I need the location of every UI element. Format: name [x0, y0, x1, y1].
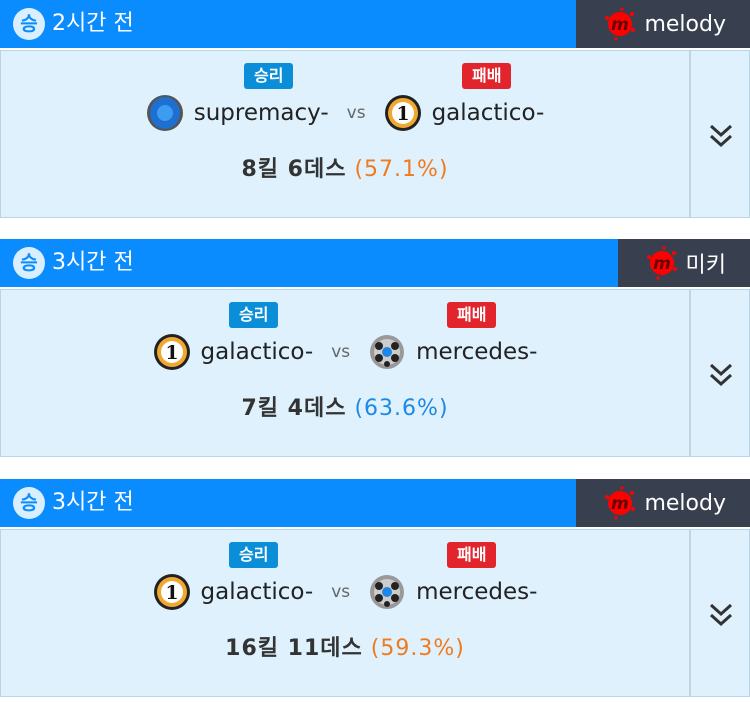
match-card: 승 3시간 전 m melody 승리 패배 1 galactico- vs m… — [0, 479, 750, 698]
chevron-double-down-icon — [709, 124, 733, 148]
team1-logo-icon: 1 — [153, 573, 191, 611]
vs-label: vs — [331, 342, 351, 362]
match-time: 3시간 전 — [52, 490, 134, 515]
win-badge: 승리 — [229, 302, 279, 328]
match-header: 승 2시간 전 m melody — [0, 0, 750, 48]
melody-logo-icon: m — [605, 486, 636, 520]
team2-logo-icon — [368, 573, 406, 611]
match-header: 승 3시간 전 m 미키 — [0, 239, 750, 287]
team2-logo-icon — [368, 333, 406, 371]
lose-badge: 패배 — [447, 542, 497, 568]
user-tag[interactable]: m 미키 — [617, 239, 750, 287]
kill-percentage: (63.6%) — [354, 396, 449, 421]
kill-death-stats: 16킬 11데스 (59.3%) — [1, 630, 689, 662]
team2-logo-icon: 1 — [384, 94, 422, 132]
user-name: 미키 — [685, 253, 726, 278]
match-time: 3시간 전 — [52, 250, 134, 275]
match-header: 승 3시간 전 m melody — [0, 479, 750, 527]
svg-text:m: m — [612, 494, 630, 514]
match-body[interactable]: 승리 패배 1 galactico- vs mercedes- 16킬 11데스… — [0, 529, 750, 697]
win-badge: 승리 — [229, 542, 279, 568]
team1-name[interactable]: galactico- — [200, 579, 314, 605]
win-badge: 승리 — [244, 63, 294, 89]
svg-text:m: m — [612, 15, 630, 35]
user-tag[interactable]: m melody — [576, 0, 750, 48]
team1-name[interactable]: galactico- — [200, 339, 314, 365]
kills-deaths: 16킬 11데스 — [225, 636, 363, 661]
match-body[interactable]: 승리 패배 supremacy- vs 1 galactico- 8킬 6데스 (… — [0, 50, 750, 218]
kills-deaths: 7킬 4데스 — [241, 396, 347, 421]
expand-button[interactable] — [689, 530, 750, 696]
svg-text:1: 1 — [396, 103, 409, 125]
match-card: 승 3시간 전 m 미키 승리 패배 1 galactico- vs merce… — [0, 239, 750, 458]
team2-name[interactable]: mercedes- — [416, 579, 538, 605]
team2-name[interactable]: mercedes- — [416, 339, 538, 365]
expand-button[interactable] — [689, 51, 750, 217]
chevron-double-down-icon — [709, 603, 733, 627]
vs-label: vs — [331, 582, 351, 602]
melody-logo-icon: m — [605, 7, 636, 41]
result-icon: 승 — [13, 8, 45, 40]
chevron-double-down-icon — [709, 363, 733, 387]
kills-deaths: 8킬 6데스 — [241, 157, 347, 182]
svg-text:1: 1 — [165, 582, 178, 604]
svg-text:m: m — [653, 254, 671, 274]
kill-percentage: (57.1%) — [354, 157, 449, 182]
match-card: 승 2시간 전 m melody 승리 패배 supremacy- vs 1 g… — [0, 0, 750, 219]
lose-badge: 패배 — [447, 302, 497, 328]
kill-death-stats: 7킬 4데스 (63.6%) — [1, 390, 689, 422]
match-body[interactable]: 승리 패배 1 galactico- vs mercedes- 7킬 4데스 (6… — [0, 289, 750, 457]
kill-death-stats: 8킬 6데스 (57.1%) — [1, 151, 689, 183]
match-time: 2시간 전 — [52, 11, 134, 36]
team1-logo-icon: 1 — [153, 333, 191, 371]
expand-button[interactable] — [689, 290, 750, 456]
team1-logo-icon — [146, 94, 184, 132]
vs-label: vs — [346, 103, 366, 123]
kill-percentage: (59.3%) — [370, 636, 465, 661]
user-tag[interactable]: m melody — [576, 479, 750, 527]
lose-badge: 패배 — [462, 63, 512, 89]
user-name: melody — [644, 490, 726, 516]
svg-text:1: 1 — [165, 342, 178, 364]
team1-name[interactable]: supremacy- — [193, 100, 329, 126]
result-icon: 승 — [13, 247, 45, 279]
melody-logo-icon: m — [646, 246, 677, 280]
result-icon: 승 — [13, 487, 45, 519]
user-name: melody — [644, 11, 726, 37]
team2-name[interactable]: galactico- — [431, 100, 545, 126]
